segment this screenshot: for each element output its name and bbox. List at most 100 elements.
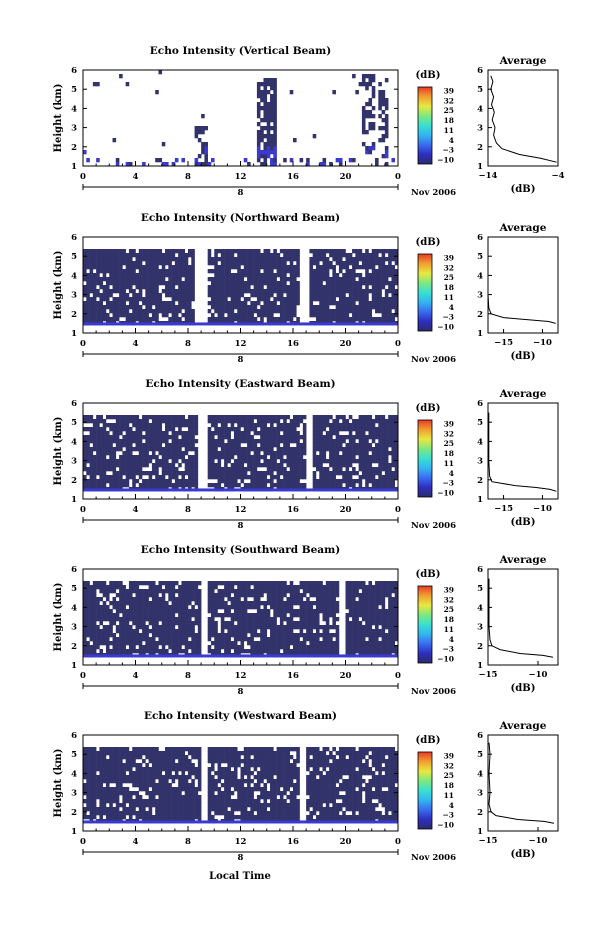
x-tick-label: 4 [133, 837, 139, 847]
colorbar [417, 751, 433, 830]
y-tick-label: 2 [71, 310, 77, 320]
ground-clutter-band [83, 820, 398, 824]
colorbar-tick-label: 11 [444, 459, 454, 468]
x-tick-label: 0 [80, 837, 86, 847]
x-tick-label: 20 [340, 172, 352, 182]
colorbar-tick-label: 11 [444, 293, 454, 302]
avg-x-tick-label: −15 [494, 338, 513, 348]
colorbar-tick-label: 25 [444, 605, 454, 614]
y-tick-label: 6 [71, 66, 77, 76]
avg-y-tick-label: 4 [477, 603, 483, 613]
day-label: 8 [238, 188, 244, 198]
colorbar-tick-label: −3 [442, 811, 454, 820]
y-tick-label: 6 [71, 565, 77, 575]
avg-y-tick-label: 4 [477, 104, 483, 114]
colorbar-tick-label: −10 [437, 489, 454, 498]
colorbar-tick-label: 25 [444, 439, 454, 448]
avg-y-tick-label: 6 [477, 399, 483, 409]
y-tick-label: 2 [71, 808, 77, 818]
x-tick-label: 0 [395, 671, 401, 681]
x-tick-label: 12 [235, 837, 247, 847]
heatmap-cells [83, 581, 399, 658]
day-bracket: 8 Nov 2006 [82, 517, 456, 531]
avg-y-tick-label: 1 [477, 661, 483, 671]
avg-x-axis-label: (dB) [511, 683, 536, 694]
y-axis-label: Height (km) [53, 417, 64, 486]
colorbar-unit: (dB) [416, 237, 441, 248]
panel-title: Echo Intensity (Eastward Beam) [145, 378, 335, 390]
avg-x-axis-label: (dB) [511, 184, 536, 195]
colorbar-tick-label: 18 [444, 781, 454, 790]
avg-y-tick-label: 2 [477, 642, 483, 652]
avg-y-tick-label: 6 [477, 565, 483, 575]
x-tick-label: 12 [235, 505, 247, 515]
avg-y-tick-label: 3 [477, 291, 483, 301]
avg-y-tick-label: 2 [477, 143, 483, 153]
average-profile-line [488, 578, 554, 658]
panel-title: Echo Intensity (Westward Beam) [144, 710, 337, 722]
average-title: Average [499, 388, 547, 400]
y-tick-label: 5 [71, 750, 77, 760]
avg-x-tick-label: −10 [533, 504, 552, 514]
colorbar-unit: (dB) [416, 403, 441, 414]
x-tick-label: 20 [340, 339, 352, 349]
y-tick-label: 1 [71, 162, 77, 172]
x-tick-label: 16 [287, 505, 299, 515]
x-tick-label: 0 [395, 339, 401, 349]
avg-y-tick-label: 3 [477, 457, 483, 467]
colorbar-tick-label: −3 [442, 146, 454, 155]
avg-y-tick-label: 5 [477, 418, 483, 428]
panel-3: Echo Intensity (Eastward Beam) 12 3 4 5 6 0 4 8 1… [53, 378, 559, 531]
colorbar-tick-label: 4 [449, 469, 454, 478]
colorbar-tick-label: −10 [437, 821, 454, 830]
y-tick-label: 5 [71, 418, 77, 428]
panel-5: Echo Intensity (Westward Beam) 12 3 4 5 6 0 4 8 1… [53, 710, 559, 863]
y-axis-label: Height (km) [53, 583, 64, 652]
x-tick-label: 0 [395, 837, 401, 847]
average-profile: Average 1 2 3 4 5 6 −15 −10 (dB) [477, 388, 559, 528]
avg-y-tick-label: 3 [477, 124, 483, 134]
colorbar-tick-label: 25 [444, 273, 454, 282]
ground-clutter-band [83, 322, 398, 326]
heatmap-cells [83, 70, 396, 167]
colorbar-tick-label: 18 [444, 283, 454, 292]
day-label: 8 [238, 687, 244, 697]
heatmap-cells [83, 747, 399, 824]
colorbar-tick-label: −3 [442, 313, 454, 322]
x-tick-label: 8 [185, 505, 191, 515]
colorbar-tick-label: −3 [442, 645, 454, 654]
avg-y-tick-label: 2 [477, 310, 483, 320]
y-tick-label: 5 [71, 252, 77, 262]
avg-y-tick-label: 1 [477, 162, 483, 172]
day-bracket: 8 Nov 2006 [82, 849, 456, 863]
x-tick-label: 8 [185, 837, 191, 847]
day-label: 8 [238, 521, 244, 531]
avg-y-tick-label: 1 [477, 329, 483, 339]
day-label: 8 [238, 355, 244, 365]
y-tick-label: 4 [71, 271, 77, 281]
average-frame [487, 568, 559, 666]
avg-x-tick-label: −10 [529, 836, 548, 846]
y-tick-label: 3 [71, 457, 77, 467]
heatmap-cells [83, 415, 399, 492]
average-profile-line [487, 246, 556, 324]
colorbar-unit: (dB) [416, 70, 441, 81]
avg-y-tick-label: 6 [477, 731, 483, 741]
avg-y-tick-label: 4 [477, 769, 483, 779]
average-title: Average [499, 554, 547, 566]
x-tick-label: 0 [395, 505, 401, 515]
colorbar-tick-label: −10 [437, 323, 454, 332]
avg-x-tick-label: −10 [533, 338, 552, 348]
colorbar-tick-label: −10 [437, 156, 454, 165]
average-frame [487, 734, 559, 832]
y-tick-label: 4 [71, 437, 77, 447]
x-tick-label: 12 [235, 172, 247, 182]
y-tick-label: 3 [71, 789, 77, 799]
colorbar-tick-label: −3 [442, 479, 454, 488]
colorbar-tick-label: 18 [444, 615, 454, 624]
colorbar [417, 585, 433, 664]
